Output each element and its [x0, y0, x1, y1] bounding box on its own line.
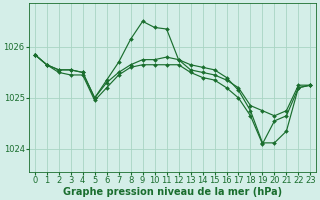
X-axis label: Graphe pression niveau de la mer (hPa): Graphe pression niveau de la mer (hPa)	[63, 187, 282, 197]
